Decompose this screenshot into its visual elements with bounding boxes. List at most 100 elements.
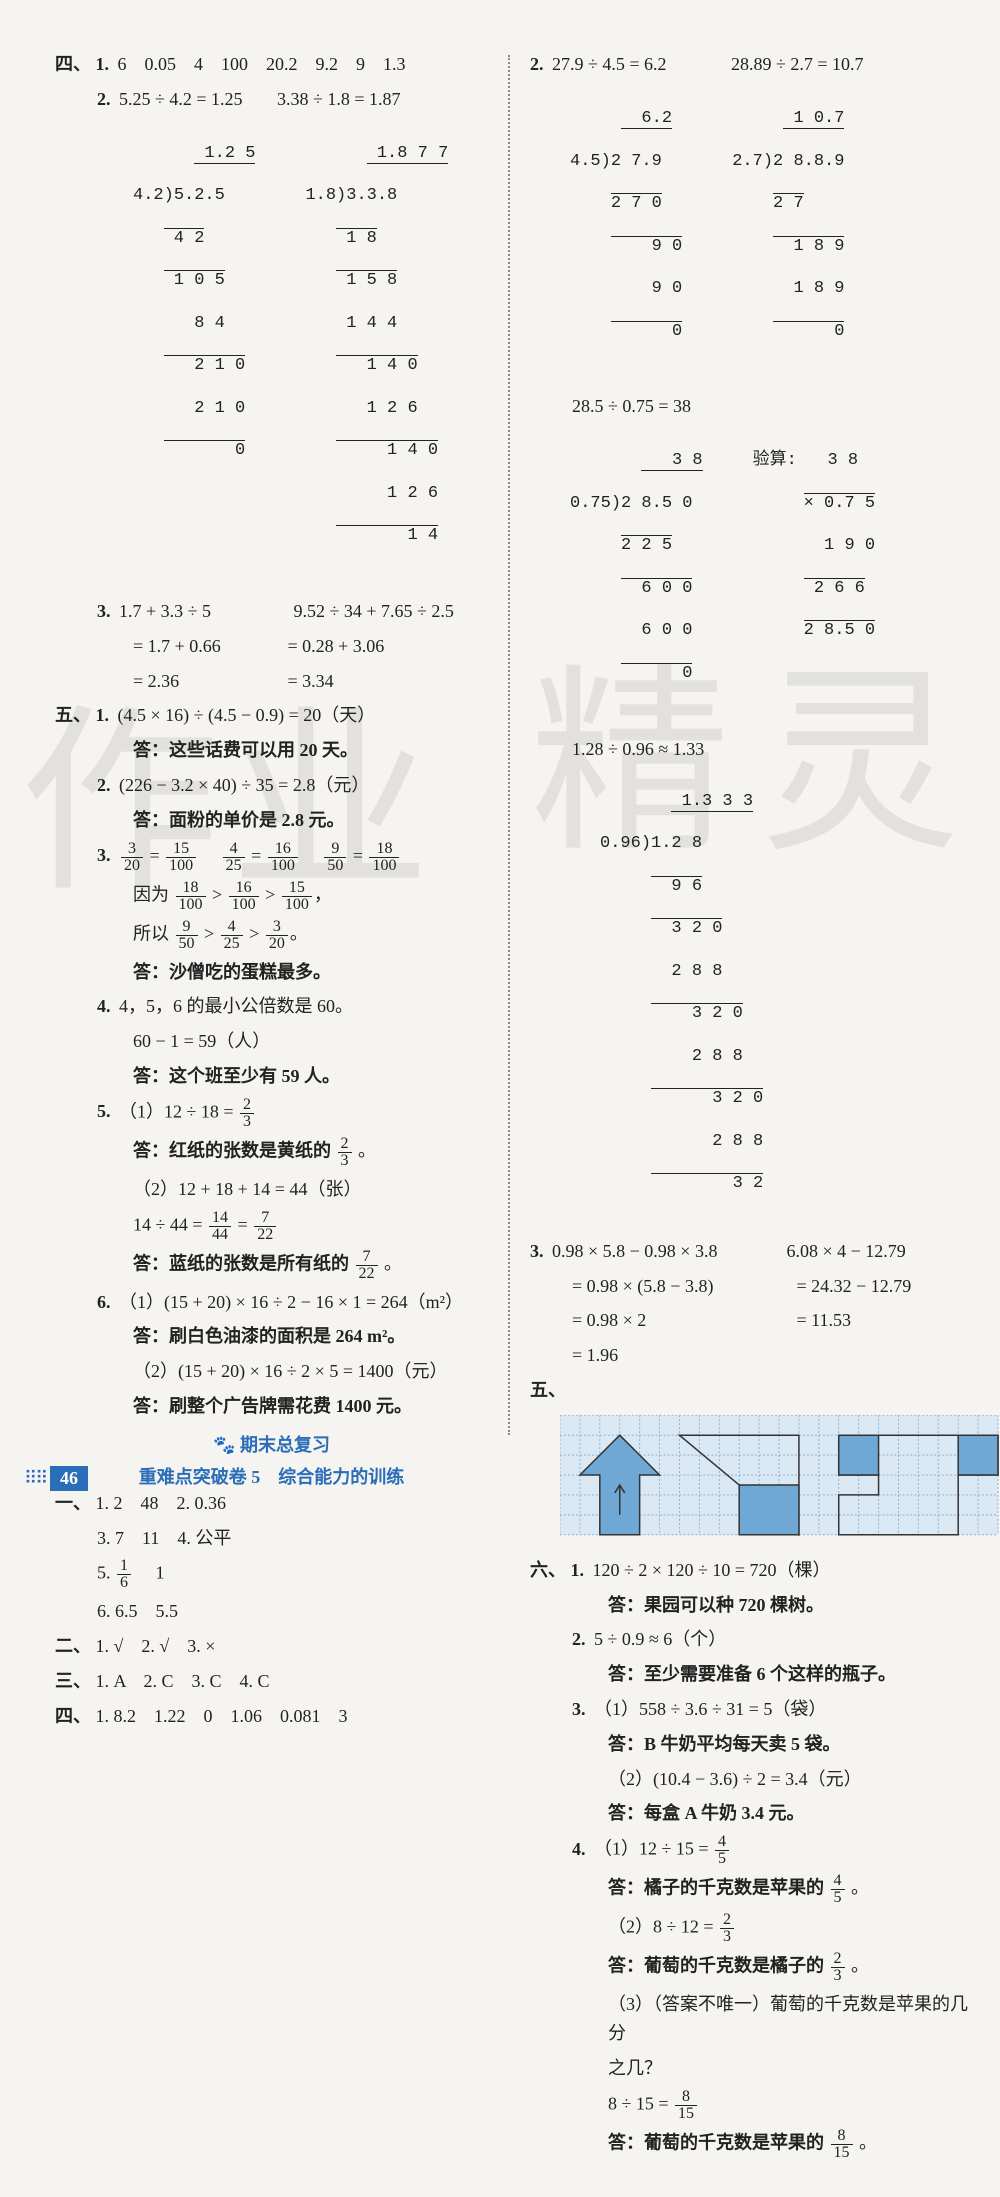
answer: 答：B 牛奶平均每天卖 5 袋。 (530, 1730, 970, 1759)
item-number: 3. (530, 1241, 544, 1261)
fraction: 815 (675, 2089, 697, 2122)
equation: 28.89 ÷ 2.7 = 10.7 (731, 54, 864, 74)
calc-step: 9.52 ÷ 34 + 7.65 ÷ 2.5 (294, 601, 454, 621)
fraction: 45 (831, 1873, 845, 1906)
answer: 答：面粉的单价是 2.8 元。 (55, 806, 488, 835)
fraction: 18100 (369, 841, 399, 874)
answer-text: 1. 8.2 1.22 0 1.06 0.081 3 (96, 1706, 348, 1726)
ld-step: 1 2 6 (336, 399, 418, 418)
long-division-body: 1.3 3 3 0.96)1.2 8 9 6 3 2 0 2 8 8 3 2 0… (600, 769, 763, 1237)
text: 。 (851, 1878, 869, 1898)
answer-text: 答：至少需要准备 6 个这样的瓶子。 (608, 1664, 896, 1684)
ld-step: × 0.7 5 (804, 493, 875, 513)
fraction: 320 (121, 841, 143, 874)
ld-step: 1 5 8 (336, 270, 397, 290)
reasoning: 所以 950 > 425 > 320。 (55, 919, 488, 952)
section-si: 四、 1. 6 0.05 4 100 20.2 9.2 9 1.3 (55, 50, 488, 79)
ld-step: 2 7 0 (611, 193, 662, 213)
text: 14 ÷ 44 = (133, 1214, 203, 1234)
ld-step: 2 1 0 (164, 399, 246, 418)
ld-step: 2 8 8 (651, 962, 722, 981)
page: 四、 1. 6 0.05 4 100 20.2 9.2 9 1.3 2. 5.2… (0, 0, 1000, 2197)
check-calc: 验算: 3 8 × 0.7 5 1 9 0 2 6 6 2 8.5 0 (753, 429, 875, 727)
title-text: 期末总复习 (240, 1435, 330, 1455)
item-number: 2. (530, 54, 544, 74)
dividend: 2 8.8.9 (773, 152, 844, 171)
calc-row: = 2.36 = 3.34 (55, 667, 488, 696)
answer-text: 答：果园可以种 720 棵树。 (608, 1595, 824, 1615)
answer: 答：刷白色油漆的面积是 264 m²。 (55, 1322, 488, 1351)
fraction: 45 (715, 1834, 729, 1867)
answer-text: 答：葡萄的千克数是橘子的 (608, 1956, 824, 1976)
item-number: 4. (97, 996, 111, 1016)
fraction: 425 (221, 919, 243, 952)
ld-step: 1 4 (336, 525, 438, 545)
ld-step: 2 7 (773, 193, 804, 213)
ld-step: 3 2 0 (651, 1088, 763, 1108)
item: 3. 320 = 15100 425 = 16100 950 = 18100 (55, 841, 488, 874)
equation: 1.28 ÷ 0.96 ≈ 1.33 (530, 735, 970, 764)
calc-step: = 0.28 + 3.06 (288, 636, 385, 656)
ld-step: 6 0 0 (621, 621, 692, 640)
ld-step: 9 0 (611, 279, 682, 298)
fraction: 320 (266, 919, 288, 952)
divisor: 2.7 (732, 152, 763, 171)
item: 2. (226 − 3.2 × 40) ÷ 35 = 2.8（元） (55, 771, 488, 800)
item-number: 5. (97, 1101, 111, 1121)
ld-step: 4 2 (164, 228, 205, 248)
calc-step: = 11.53 (797, 1310, 851, 1330)
ld-step: 0 (773, 321, 844, 341)
section-label: 五、 (530, 1380, 566, 1400)
dividend: 5.2.5 (174, 186, 225, 205)
calc-step: = 1.96 (530, 1341, 970, 1370)
section-wu: 五、 1. (4.5 × 16) ÷ (4.5 − 0.9) = 20（天） (55, 701, 488, 730)
ld-step: 1 4 0 (336, 440, 438, 460)
answer-text: 答：这些话费可以用 20 天。 (133, 740, 358, 760)
fraction: 425 (223, 841, 245, 874)
long-division: 1.2 5 4.2)5.2.5 4 2 1 0 5 8 4 2 1 0 2 1 … (133, 122, 255, 590)
fraction: 16 (117, 1558, 131, 1591)
calc-step: 6.08 × 4 − 12.79 (787, 1241, 906, 1261)
ld-step: 1 8 9 (773, 236, 844, 256)
divisor: 0.75 (570, 494, 611, 513)
fraction: 722 (254, 1210, 276, 1243)
fraction: 15100 (166, 841, 196, 874)
answer-text: 答：刷白色油漆的面积是 264 m²。 (133, 1326, 405, 1346)
item-number: 1. (96, 705, 110, 725)
ld-step: 0 (611, 321, 682, 341)
text: 。 (384, 1253, 402, 1273)
fraction: 23 (240, 1097, 254, 1130)
text: 5. (97, 1563, 115, 1583)
item: 4. 4，5，6 的最小公倍数是 60。 (55, 992, 488, 1021)
ld-step: 2 1 0 (164, 355, 246, 375)
right-column: 2. 27.9 ÷ 4.5 = 6.2 28.89 ÷ 2.7 = 10.7 6… (530, 50, 970, 2167)
text: （3）（答案不唯一）葡萄的千克数是苹果的几分 (530, 1990, 970, 2048)
fraction: 16100 (268, 841, 298, 874)
calc-step: = 3.34 (288, 671, 334, 691)
item: 3. 0.98 × 5.8 − 0.98 × 3.8 6.08 × 4 − 12… (530, 1237, 970, 1266)
dividend: 2 7.9 (611, 152, 662, 171)
equation: 27.9 ÷ 4.5 = 6.2 (552, 54, 667, 74)
equation: （1）558 ÷ 3.6 ÷ 31 = 5（袋） (594, 1699, 826, 1719)
text: = (238, 1214, 253, 1234)
answer: 答：葡萄的千克数是橘子的 23 。 (530, 1951, 970, 1984)
fraction: 950 (324, 841, 346, 874)
calc-step: = 24.32 − 12.79 (797, 1276, 912, 1296)
column-divider (508, 55, 510, 1435)
equation: （2）12 + 18 + 14 = 44（张） (55, 1175, 488, 1204)
ld-step: 3 2 (651, 1173, 763, 1193)
ld-step: 1 2 6 (336, 484, 438, 503)
calc-row: = 1.7 + 0.66 = 0.28 + 3.06 (55, 632, 488, 661)
text: 4，5，6 的最小公倍数是 60。 (119, 996, 353, 1016)
answer-text: 答：B 牛奶平均每天卖 5 袋。 (608, 1734, 841, 1754)
item-number: 4. (572, 1839, 586, 1859)
item-number: 1. (571, 1560, 585, 1580)
answer-text: 答：蓝纸的张数是所有纸的 (133, 1253, 349, 1273)
sub-title: 重难点突破卷 5 综合能力的训练 (55, 1463, 488, 1489)
ld-step: 1 8 (336, 228, 377, 248)
calc-step: = 0.98 × 2 (572, 1306, 792, 1335)
ld-step: 2 2 5 (621, 535, 672, 555)
item: 5. 16 1 (55, 1558, 488, 1591)
ld-step: 1 8 9 (773, 279, 844, 298)
answer-text: 答：每盒 A 牛奶 3.4 元。 (608, 1803, 805, 1823)
